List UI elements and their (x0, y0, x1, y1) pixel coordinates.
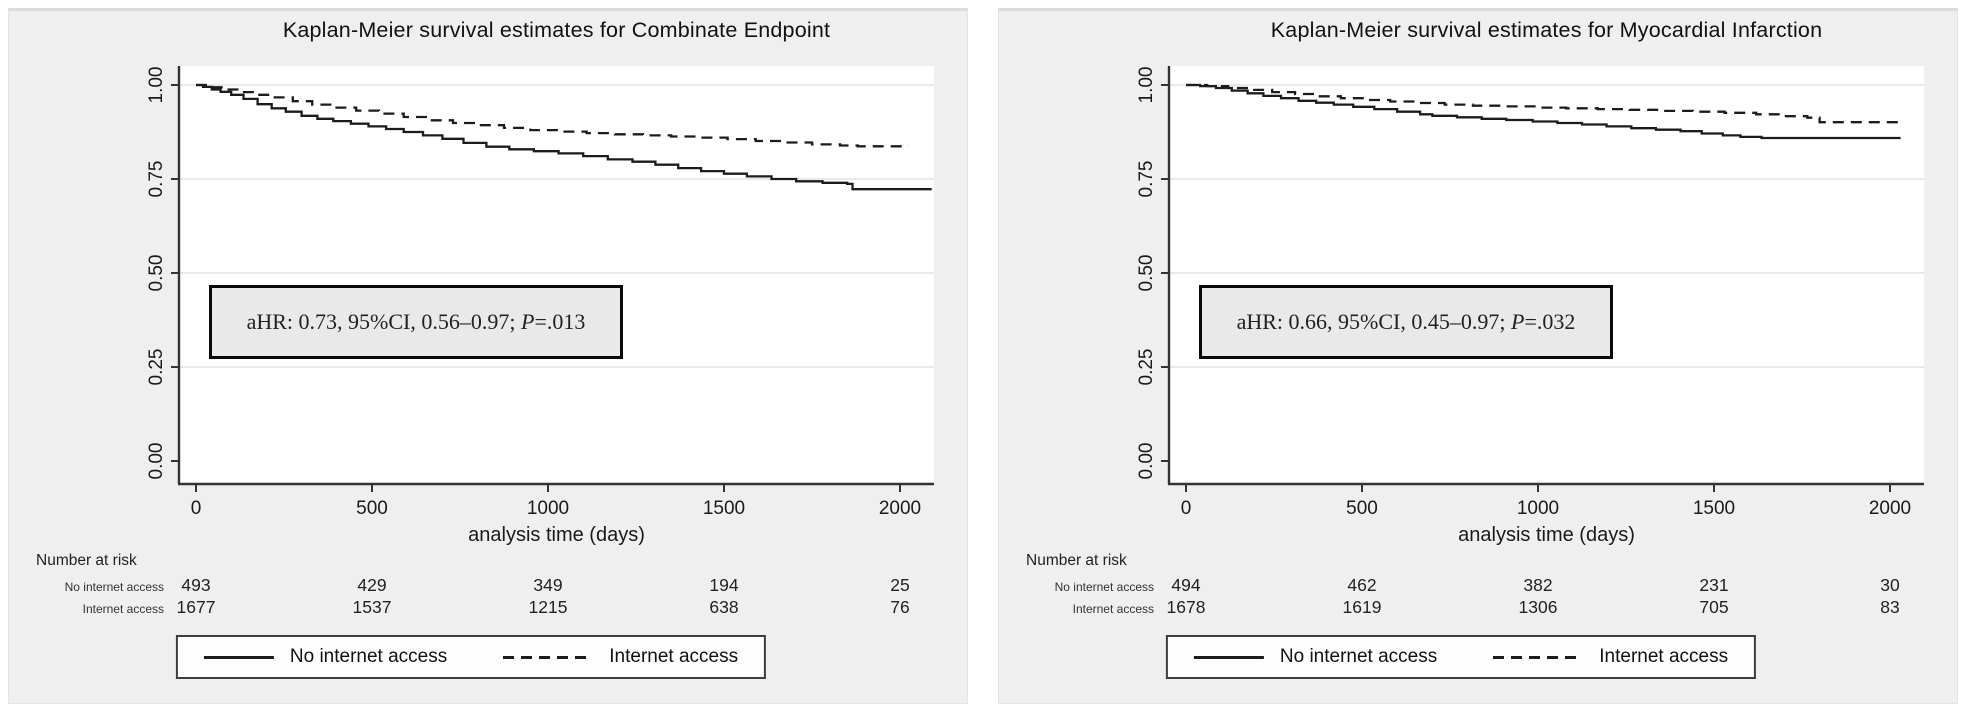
x-axis-title: analysis time (days) (468, 524, 645, 546)
km-panel-combinate-endpoint: Kaplan-Meier survival estimates for Comb… (8, 8, 968, 704)
risk-values-internet: 1677 1537 1215 638 76 (9, 597, 969, 617)
survival-curve-solid (196, 83, 932, 191)
solid-line-sample (203, 655, 274, 659)
survival-curve-dashed (196, 83, 909, 148)
survival-curve-dashed (1186, 83, 1902, 124)
x-tick-label: 1500 (1693, 498, 1735, 519)
panel-title: Kaplan-Meier survival estimates for Myoc… (1270, 18, 1823, 42)
x-tick-label: 2000 (879, 498, 921, 519)
y-tick-label: 0.50 (146, 255, 167, 292)
risk-count: 494 (1171, 575, 1201, 595)
risk-count: 1619 (1342, 597, 1382, 617)
risk-count: 1537 (352, 597, 392, 617)
y-tick-label: 0.75 (1136, 161, 1157, 198)
risk-count: 1677 (176, 597, 216, 617)
annotation-p-value: =.032 (1524, 309, 1576, 334)
risk-row-label-no-internet: No internet access (64, 580, 164, 594)
legend: No internet access Internet access (1165, 635, 1757, 679)
risk-count: 194 (709, 575, 739, 595)
hazard-ratio-annotation: aHR: 0.66, 95%CI, 0.45–0.97; P =.032 (1199, 285, 1613, 359)
hazard-ratio-annotation: aHR: 0.73, 95%CI, 0.56–0.97; P =.013 (209, 285, 623, 359)
risk-count: 705 (1699, 597, 1729, 617)
x-tick-label: 0 (1181, 498, 1192, 519)
risk-row-label-no-internet: No internet access (1054, 580, 1154, 594)
number-at-risk-header: Number at risk (36, 552, 137, 569)
annotation-text: aHR: 0.73, 95%CI, 0.56–0.97; (246, 309, 521, 334)
risk-values-no-internet: 494 462 382 231 30 (999, 575, 1959, 595)
risk-count: 1678 (1166, 597, 1206, 617)
y-tick-label: 0.50 (1136, 255, 1157, 292)
x-tick-label: 500 (1346, 498, 1378, 519)
risk-values-no-internet: 493 429 349 194 25 (9, 575, 969, 595)
y-tick-label: 1.00 (1136, 67, 1157, 104)
plot-area (1169, 66, 1924, 484)
km-plot: 1.00 0.75 0.50 0.25 0.00 0 500 1000 1500 2000 anal… (146, 66, 934, 546)
x-tick-label: 0 (191, 498, 202, 519)
y-tick-label: 1.00 (146, 67, 167, 104)
risk-count: 349 (533, 575, 563, 595)
dashed-line-sample (1493, 655, 1584, 659)
x-tick-label: 500 (356, 498, 388, 519)
risk-count: 638 (709, 597, 739, 617)
km-panel-myocardial-infarction: Kaplan-Meier survival estimates for Myoc… (998, 8, 1958, 704)
legend-label-internet: Internet access (609, 646, 739, 667)
legend-label-no-internet: No internet access (289, 646, 448, 667)
risk-count: 83 (1880, 597, 1900, 617)
risk-count: 25 (890, 575, 910, 595)
legend-label-internet: Internet access (1599, 646, 1729, 667)
y-tick-label: 0.00 (146, 443, 167, 480)
plot-area (179, 66, 934, 484)
panel-title: Kaplan-Meier survival estimates for Comb… (282, 18, 831, 42)
risk-row-label-internet: Internet access (1072, 602, 1154, 616)
risk-count: 1306 (1518, 597, 1558, 617)
legend-label-no-internet: No internet access (1279, 646, 1438, 667)
solid-line-sample (1193, 655, 1264, 659)
risk-count: 462 (1347, 575, 1377, 595)
annotation-text: aHR: 0.66, 95%CI, 0.45–0.97; (1236, 309, 1511, 334)
annotation-p-value: =.013 (534, 309, 586, 334)
y-tick-label: 0.25 (146, 349, 167, 386)
risk-count: 30 (1880, 575, 1900, 595)
risk-values-internet: 1678 1619 1306 705 83 (999, 597, 1959, 617)
risk-count: 231 (1699, 575, 1729, 595)
annotation-p-symbol: P (521, 309, 535, 334)
risk-row-label-internet: Internet access (82, 602, 164, 616)
x-tick-label: 1000 (527, 498, 569, 519)
y-tick-label: 0.75 (146, 161, 167, 198)
risk-count: 1215 (528, 597, 568, 617)
y-tick-label: 0.25 (1136, 349, 1157, 386)
risk-count: 429 (357, 575, 387, 595)
x-tick-label: 2000 (1869, 498, 1911, 519)
survival-curve-solid (1186, 83, 1901, 140)
y-tick-label: 0.00 (1136, 443, 1157, 480)
x-tick-label: 1000 (1517, 498, 1559, 519)
risk-count: 382 (1523, 575, 1553, 595)
km-plot: 1.00 0.75 0.50 0.25 0.00 0 500 1000 1500 2000 anal… (1136, 66, 1924, 546)
annotation-p-symbol: P (1511, 309, 1525, 334)
x-axis-title: analysis time (days) (1458, 524, 1635, 546)
legend: No internet access Internet access (175, 635, 767, 679)
x-tick-label: 1500 (703, 498, 745, 519)
risk-count: 76 (890, 597, 910, 617)
dashed-line-sample (503, 655, 594, 659)
risk-count: 493 (181, 575, 211, 595)
number-at-risk-header: Number at risk (1026, 552, 1127, 569)
